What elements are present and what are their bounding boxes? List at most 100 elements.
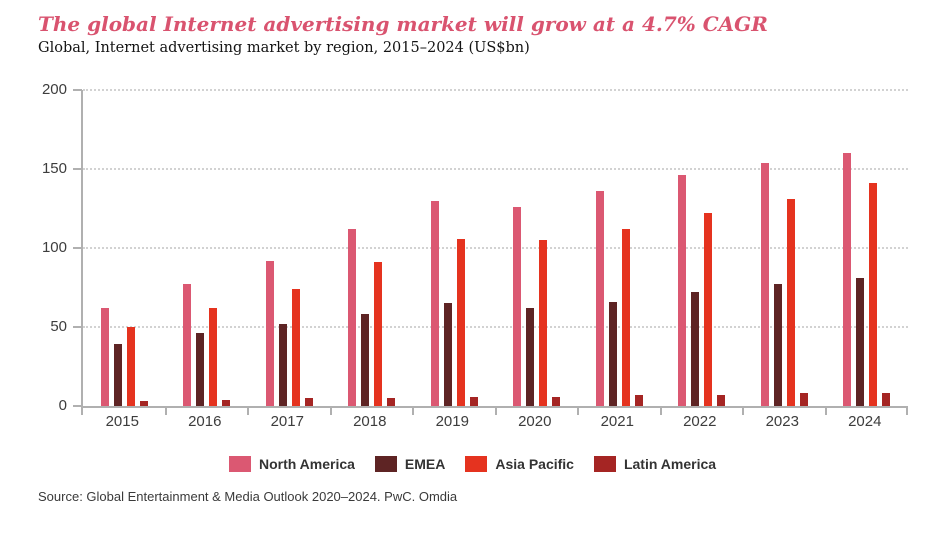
legend-item-asia-pacific: Asia Pacific	[465, 456, 574, 472]
bar-latin-america-2024	[882, 393, 891, 406]
bar-asia-pacific-2024	[869, 183, 878, 406]
bar-group-2016	[166, 90, 249, 406]
x-tick-right-edge	[906, 407, 908, 415]
legend-label-emea: EMEA	[404, 456, 446, 472]
x-tick-2024	[824, 407, 827, 415]
gridline-50	[83, 326, 908, 328]
bar-asia-pacific-2019	[456, 238, 465, 406]
x-tick-2015	[81, 407, 83, 415]
plot-area	[73, 89, 909, 415]
bar-north-america-2020	[513, 206, 522, 406]
y-tick-100	[73, 247, 82, 249]
bar-north-america-2019	[430, 200, 439, 406]
x-tick-2018	[329, 407, 332, 415]
x-tick-label-2024: 2024	[848, 413, 882, 430]
y-tick-150	[73, 168, 82, 170]
bar-group-2022	[661, 90, 744, 406]
bar-north-america-2021	[595, 191, 604, 406]
bar-emea-2020	[526, 308, 535, 406]
bar-group-2019	[413, 90, 496, 406]
x-tick-label-2018: 2018	[353, 413, 387, 430]
y-tick-200	[73, 89, 82, 91]
y-tick-label-50: 50	[50, 318, 67, 335]
bar-latin-america-2019	[469, 396, 478, 406]
bar-asia-pacific-2016	[209, 308, 218, 406]
bar-latin-america-2015	[139, 401, 148, 406]
gridline-100	[83, 247, 908, 249]
bar-group-2017	[248, 90, 331, 406]
bar-group-2021	[578, 90, 661, 406]
bar-emea-2015	[113, 344, 122, 406]
x-tick-label-2020: 2020	[518, 413, 552, 430]
bar-latin-america-2023	[799, 393, 808, 406]
x-tick-2021	[577, 407, 579, 415]
bar-emea-2017	[278, 323, 287, 406]
bar-group-2023	[743, 90, 826, 406]
bar-group-2020	[496, 90, 579, 406]
y-tick-label-100: 100	[41, 239, 67, 256]
y-tick-50	[73, 326, 82, 328]
x-tick-2017	[247, 407, 249, 415]
x-axis-labels: 2015 2016 2017 2018 2019 2020 2021 2022 2023 2024	[81, 413, 906, 433]
x-tick-label-2016: 2016	[188, 413, 222, 430]
legend-item-emea: EMEA	[374, 456, 446, 472]
y-tick-label-200: 200	[41, 81, 67, 98]
y-tick-0	[73, 405, 82, 407]
legend-label-north-america: North America	[258, 456, 355, 472]
x-tick-label-2023: 2023	[765, 413, 799, 430]
y-axis-labels: 0 50 100 150 200	[30, 82, 73, 414]
legend-swatch-emea	[374, 456, 397, 472]
bar-asia-pacific-2022	[704, 213, 713, 406]
bar-north-america-2022	[678, 175, 687, 406]
chart-legend: North America EMEA Asia Pacific Latin Ameri…	[0, 456, 945, 472]
x-tick-2023	[742, 407, 744, 415]
bar-latin-america-2018	[387, 398, 396, 406]
bar-latin-america-2017	[304, 398, 313, 406]
bar-latin-america-2022	[717, 394, 726, 406]
legend-swatch-north-america	[228, 456, 251, 472]
legend-item-latin-america: Latin America	[593, 456, 717, 472]
x-tick-label-2017: 2017	[270, 413, 304, 430]
y-tick-label-0: 0	[58, 397, 67, 414]
x-tick-label-2019: 2019	[435, 413, 469, 430]
bar-group-2018	[331, 90, 414, 406]
chart-subtitle: Global, Internet advertising market by r…	[38, 40, 530, 56]
legend-swatch-latin-america	[593, 456, 616, 472]
bar-emea-2024	[856, 278, 865, 406]
x-tick-2016	[164, 407, 167, 415]
bar-latin-america-2020	[552, 396, 561, 406]
bar-emea-2016	[196, 333, 205, 406]
bar-emea-2023	[773, 284, 782, 406]
bar-group-2024	[826, 90, 909, 406]
bar-north-america-2023	[760, 162, 769, 406]
bar-north-america-2018	[348, 229, 357, 406]
x-tick-2019	[412, 407, 414, 415]
bar-group-2015	[83, 90, 166, 406]
bar-north-america-2024	[843, 153, 852, 406]
bar-emea-2018	[361, 314, 370, 406]
bar-emea-2019	[443, 303, 452, 406]
bar-north-america-2016	[183, 284, 192, 406]
x-tick-label-2015: 2015	[105, 413, 139, 430]
chart-title: The global Internet advertising market w…	[38, 12, 768, 36]
bar-asia-pacific-2015	[126, 327, 135, 406]
bar-latin-america-2016	[222, 399, 231, 406]
bar-asia-pacific-2023	[786, 199, 795, 406]
gridline-200	[83, 89, 908, 91]
x-tick-2022	[659, 407, 662, 415]
bar-asia-pacific-2020	[539, 240, 548, 406]
legend-swatch-asia-pacific	[465, 456, 488, 472]
bar-emea-2021	[608, 301, 617, 406]
x-tick-2020	[494, 407, 497, 415]
gridline-150	[83, 168, 908, 170]
bar-asia-pacific-2018	[374, 262, 383, 406]
bar-asia-pacific-2017	[291, 289, 300, 406]
legend-label-latin-america: Latin America	[623, 456, 717, 472]
source-note: Source: Global Entertainment & Media Out…	[38, 489, 458, 504]
bar-north-america-2015	[100, 308, 109, 406]
bar-north-america-2017	[265, 260, 274, 406]
bar-asia-pacific-2021	[621, 229, 630, 406]
bar-latin-america-2021	[634, 394, 643, 406]
x-tick-label-2022: 2022	[683, 413, 717, 430]
